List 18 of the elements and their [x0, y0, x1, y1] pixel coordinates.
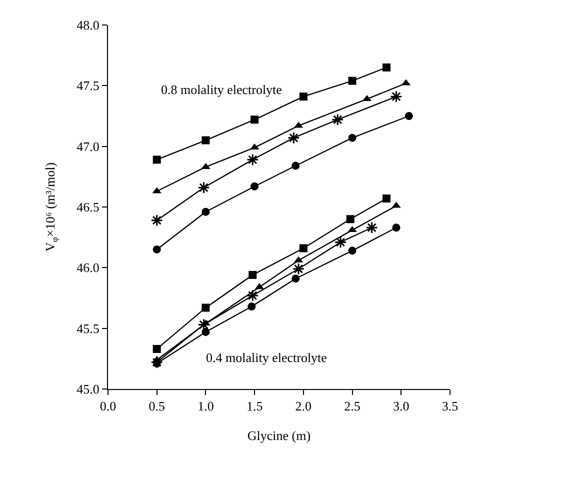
y-tick-label: 47.0 — [76, 138, 100, 154]
x-tick-label: 2.5 — [344, 398, 360, 414]
y-tick-label: 45.5 — [76, 320, 100, 336]
y-tick-label: 47.5 — [76, 78, 100, 94]
x-tick-label: 0.0 — [100, 398, 116, 414]
x-tick-label: 3.0 — [393, 398, 410, 414]
x-tick-label: 3.5 — [442, 398, 458, 414]
y-tick-label: 46.5 — [76, 200, 100, 215]
x-tick-label: 2.0 — [295, 398, 312, 414]
x-tick-label: 1.5 — [246, 398, 263, 414]
y-tick-label: 45.0 — [76, 382, 100, 397]
x-tick-label: 1.0 — [198, 398, 214, 414]
annotation: 0.8 molality electrolyte — [161, 82, 282, 97]
y-tick-label: 46.0 — [76, 260, 100, 276]
y-tick-label: 48.0 — [76, 18, 100, 33]
annotation: 0.4 molality electrolyte — [206, 350, 328, 365]
x-tick-label: 0.5 — [148, 398, 165, 414]
x-axis-title: Glycine (m) — [247, 428, 311, 444]
